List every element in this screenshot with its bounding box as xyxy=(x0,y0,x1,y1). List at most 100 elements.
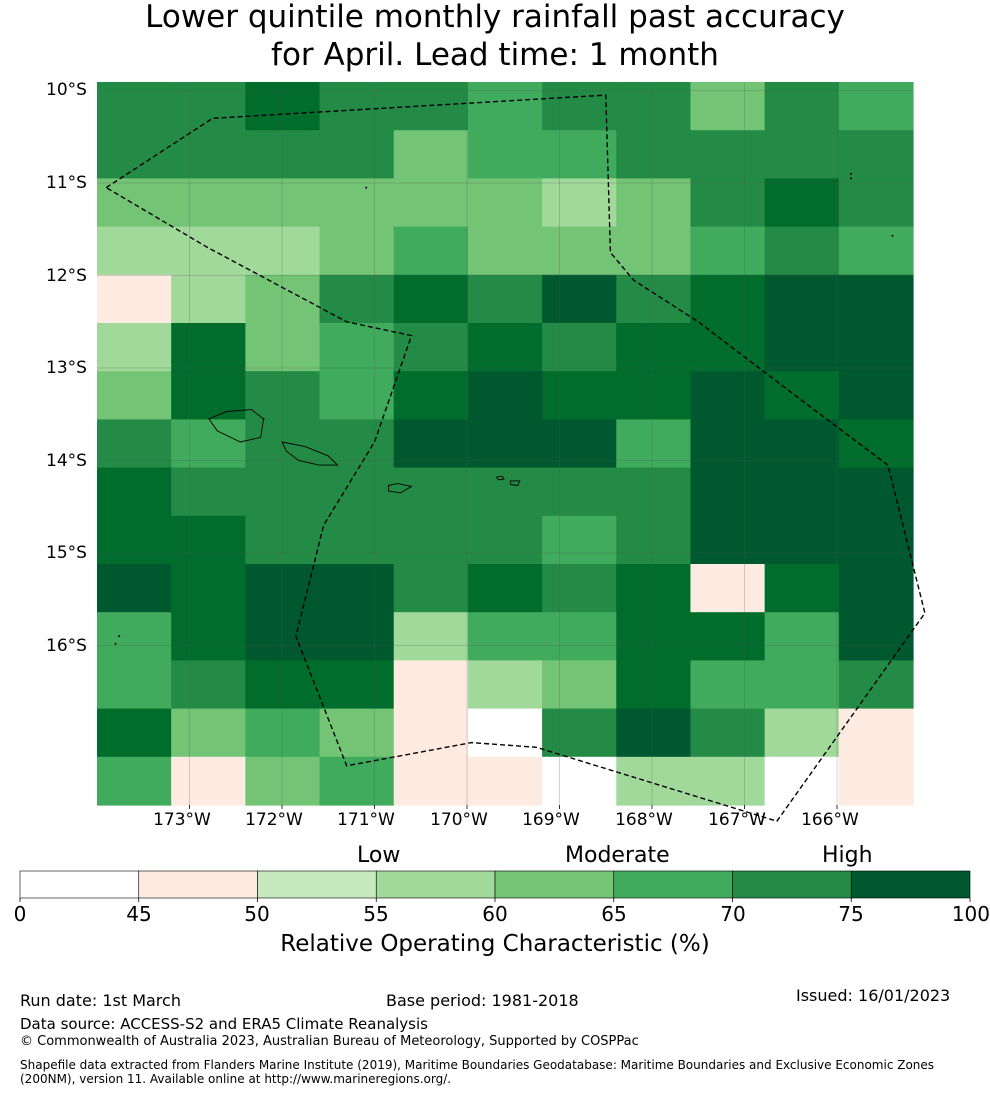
grid-cell xyxy=(97,756,172,806)
grid-cell xyxy=(319,226,395,276)
grid-cell xyxy=(97,130,172,179)
shapefile-credit-line-1: Shapefile data extracted from Flanders M… xyxy=(20,1058,935,1072)
grid-cell xyxy=(616,612,692,661)
grid-cell xyxy=(838,226,914,276)
grid-cell xyxy=(838,323,914,372)
grid-cell xyxy=(764,371,840,420)
colorbar-tick-65: 65 xyxy=(601,902,627,926)
grid-cell xyxy=(171,708,246,758)
islet-marker xyxy=(114,642,117,645)
grid-cell xyxy=(97,515,172,565)
grid-cell xyxy=(690,130,766,179)
lon-label-173w: 173°W xyxy=(153,810,211,830)
grid-cell xyxy=(393,178,469,228)
grid-cell xyxy=(245,612,321,661)
grid-cell xyxy=(97,660,172,710)
data-source: Data source: ACCESS-S2 and ERA5 Climate … xyxy=(20,1015,428,1033)
grid-cell xyxy=(690,226,766,276)
grid-cell xyxy=(319,82,395,131)
colorbar-segment xyxy=(138,870,258,899)
colorbar-tick-50: 50 xyxy=(244,902,270,926)
grid-cell xyxy=(542,756,617,806)
grid-cell xyxy=(245,323,321,372)
grid-cell xyxy=(319,274,395,324)
grid-cell xyxy=(690,178,766,228)
grid-cell xyxy=(245,467,321,517)
legend-category-high: High xyxy=(822,843,873,868)
lat-label-15s: 15°S xyxy=(46,543,87,563)
grid-cell xyxy=(616,371,692,420)
grid-cell xyxy=(542,660,617,710)
lon-label-170w: 170°W xyxy=(430,810,488,830)
grid-cell xyxy=(171,226,246,276)
colorbar-segment xyxy=(850,870,971,899)
colorbar-segment xyxy=(375,870,496,899)
grid-cell xyxy=(171,564,246,613)
colorbar-tick-100: 100 xyxy=(951,902,990,926)
lat-label-13s: 13°S xyxy=(46,358,87,378)
grid-cell xyxy=(764,274,840,324)
colorbar-segment xyxy=(613,870,733,899)
grid-cell xyxy=(764,323,840,372)
grid-cell xyxy=(542,274,617,324)
title-line-2: for April. Lead time: 1 month xyxy=(271,37,719,73)
island-outline xyxy=(281,441,339,466)
lon-label-168w: 168°W xyxy=(615,810,673,830)
grid-cell xyxy=(764,660,840,710)
grid-cell xyxy=(690,564,766,613)
grid-cell xyxy=(467,371,543,420)
grid-cell xyxy=(616,226,692,276)
island-outline xyxy=(495,475,505,481)
grid-cell xyxy=(393,419,469,469)
lon-label-167w: 167°W xyxy=(708,810,766,830)
grid-cell xyxy=(467,130,543,179)
lon-label-166w: 166°W xyxy=(801,810,859,830)
grid-cell xyxy=(171,660,246,710)
grid-cell xyxy=(616,82,692,131)
grid-cell xyxy=(838,564,914,613)
grid-cell xyxy=(616,660,692,710)
grid-cell xyxy=(171,130,246,179)
grid-cell xyxy=(838,612,914,661)
grid-cell xyxy=(467,178,543,228)
grid-cell xyxy=(542,323,617,372)
grid-cell xyxy=(97,371,172,420)
grid-cell xyxy=(393,660,469,710)
grid-cell xyxy=(542,467,617,517)
grid-cell xyxy=(764,467,840,517)
island-outline xyxy=(208,409,264,443)
grid-cell xyxy=(467,564,543,613)
grid-cell xyxy=(542,708,617,758)
copyright-notice: © Commonwealth of Australia 2023, Austra… xyxy=(20,1034,639,1049)
grid-cell xyxy=(542,226,617,276)
colorbar xyxy=(19,870,971,902)
grid-cell xyxy=(467,274,543,324)
grid-cell xyxy=(690,82,766,131)
grid-cell xyxy=(467,708,543,758)
grid-cell xyxy=(467,660,543,710)
map-plot xyxy=(97,82,926,823)
islet-marker xyxy=(891,234,894,237)
colorbar-tick-0: 0 xyxy=(13,902,27,926)
islet-marker xyxy=(849,172,852,175)
grid-cell xyxy=(171,371,246,420)
colorbar-segment xyxy=(257,870,377,899)
grid-cell xyxy=(764,564,840,613)
grid-cell xyxy=(764,419,840,469)
base-period: Base period: 1981-2018 xyxy=(386,991,579,1010)
grid-cell xyxy=(690,756,766,806)
grid-cell xyxy=(616,708,692,758)
issued-date: Issued: 16/01/2023 xyxy=(796,986,951,1005)
grid-cell xyxy=(467,515,543,565)
grid-cell xyxy=(97,419,172,469)
grid-cell xyxy=(171,612,246,661)
grid-cell xyxy=(393,226,469,276)
grid-cell xyxy=(616,419,692,469)
grid-cell xyxy=(764,178,840,228)
grid-cell xyxy=(97,612,172,661)
grid-cell xyxy=(616,564,692,613)
grid-cell xyxy=(838,515,914,565)
grid-cell xyxy=(319,660,395,710)
colorbar-tick-60: 60 xyxy=(482,902,508,926)
grid-cell xyxy=(245,130,321,179)
